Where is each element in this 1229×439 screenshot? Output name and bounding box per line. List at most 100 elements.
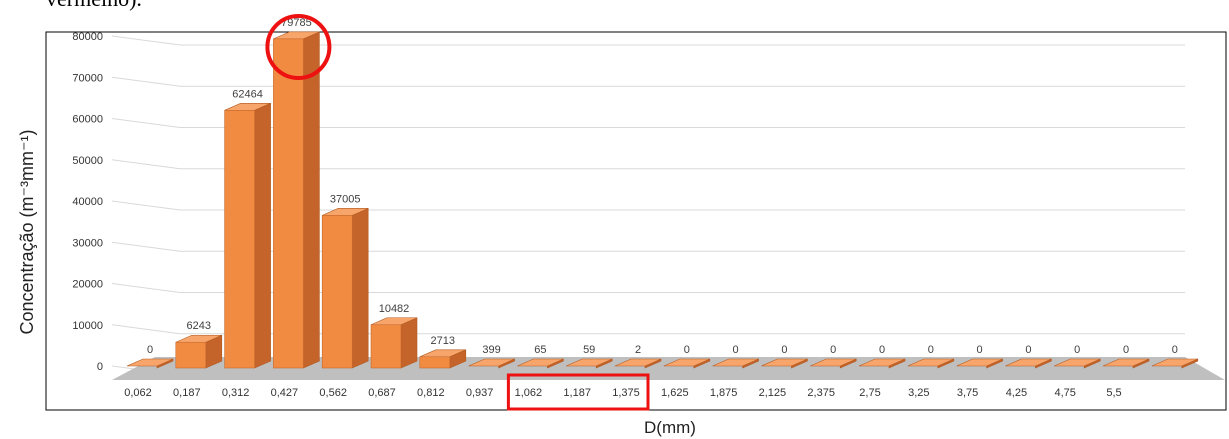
bar <box>224 102 271 369</box>
x-tick-label: 0,187 <box>173 387 201 399</box>
bar-top <box>1102 358 1150 367</box>
y-tick-label: 0 <box>97 361 103 373</box>
bars <box>126 31 1199 369</box>
y-axis-label: Concentração (m⁻³mm⁻¹) <box>17 129 37 334</box>
x-tick-label: 3,75 <box>957 387 978 399</box>
bar <box>273 31 320 369</box>
bar-top <box>468 358 515 367</box>
bar <box>419 349 467 369</box>
gridline-side <box>111 35 181 46</box>
y-tick-label: 30000 <box>72 237 103 249</box>
bar <box>370 317 418 369</box>
bar <box>712 358 759 369</box>
y-tick-label: 70000 <box>72 72 103 84</box>
bar-top <box>1005 358 1052 367</box>
x-tick-label: 1,625 <box>661 387 689 399</box>
data-label: 0 <box>1074 344 1080 356</box>
data-label: 0 <box>684 344 690 356</box>
bar-front <box>419 356 451 369</box>
x-tick-label: 0,812 <box>417 387 445 399</box>
bar-top <box>907 358 954 367</box>
bar-side <box>400 317 418 369</box>
bar <box>566 358 613 369</box>
x-axis-label: D(mm) <box>644 418 696 437</box>
bar-side <box>254 102 271 369</box>
bar <box>517 358 564 369</box>
bar <box>126 358 174 369</box>
gridline-side <box>111 324 181 335</box>
x-tick-label: 5,5 <box>1106 387 1121 399</box>
data-label: 2713 <box>431 335 455 347</box>
gridline-side <box>111 200 181 211</box>
bar <box>175 334 223 369</box>
bar <box>761 358 808 369</box>
x-tick-label: 0,687 <box>368 387 396 399</box>
bar <box>1005 358 1052 369</box>
bar <box>663 358 711 369</box>
x-tick-label: 0,427 <box>271 387 299 399</box>
gridline-side <box>111 118 181 128</box>
bar <box>1102 358 1150 369</box>
gridlines <box>111 35 1185 376</box>
data-label: 59 <box>583 344 595 356</box>
data-label: 0 <box>977 344 983 356</box>
bar <box>810 358 857 369</box>
bar-front <box>273 38 304 369</box>
x-tick-label: 4,75 <box>1054 387 1075 399</box>
x-tick-label: 1,875 <box>710 387 738 399</box>
data-label: 65 <box>534 344 546 356</box>
bar-top <box>956 358 1003 367</box>
bar-top <box>663 358 710 367</box>
bar-side <box>351 207 369 369</box>
x-tick-label: 4,25 <box>1006 387 1027 399</box>
x-tick-label: 0,312 <box>222 387 250 399</box>
bar <box>321 207 369 369</box>
data-label: 2 <box>635 344 641 356</box>
bar-top <box>810 358 857 367</box>
bar <box>956 358 1003 369</box>
bar <box>1151 358 1199 369</box>
highlight-circle <box>265 14 332 80</box>
bar-top <box>566 358 613 367</box>
x-tick-label: 2,125 <box>759 387 787 399</box>
data-label: 62464 <box>232 88 263 100</box>
data-label: 0 <box>1025 344 1031 356</box>
bar-top <box>1151 358 1198 367</box>
x-tick-label: 2,375 <box>807 387 835 399</box>
data-label: 0 <box>879 344 885 356</box>
bar-top <box>126 358 174 367</box>
bar <box>468 358 515 369</box>
data-label: 37005 <box>330 193 361 205</box>
x-tick-label: 3,25 <box>908 387 929 399</box>
caption-fragment: vermelho). <box>46 0 142 12</box>
bar-top <box>517 358 564 367</box>
y-tick-label: 40000 <box>72 196 103 208</box>
gridline-side <box>111 76 181 87</box>
gridline-side <box>111 159 181 170</box>
bar-top <box>712 358 759 367</box>
x-tick-label: 1,062 <box>515 387 543 399</box>
data-label: 10482 <box>379 303 410 315</box>
bar-front <box>175 341 207 369</box>
x-tick-label: 0,562 <box>319 387 347 399</box>
data-label: 0 <box>781 344 787 356</box>
bar-front <box>370 324 402 369</box>
data-label: 0 <box>830 344 836 356</box>
bar <box>614 358 662 369</box>
x-axis-tick-labels: 0,062 0,187 0,312 0,427 0,562 0,687 0,812 0,937… <box>124 387 1121 399</box>
y-tick-label: 60000 <box>72 114 103 126</box>
x-tick-label: 0,062 <box>124 387 152 399</box>
bar-top <box>614 358 662 367</box>
x-tick-label: 1,187 <box>563 387 591 399</box>
bar <box>858 358 906 369</box>
gridline-side <box>111 241 181 252</box>
gridline-side <box>111 283 181 293</box>
bar <box>1054 358 1101 369</box>
data-label: 399 <box>482 344 500 356</box>
data-label: 0 <box>928 344 934 356</box>
bar-side <box>303 31 320 369</box>
y-tick-label: 50000 <box>72 155 103 167</box>
x-tick-label: 1,375 <box>612 387 640 399</box>
y-axis-tick-labels: 0 10000 20000 30000 40000 50000 60000 70000 8000… <box>72 31 103 373</box>
